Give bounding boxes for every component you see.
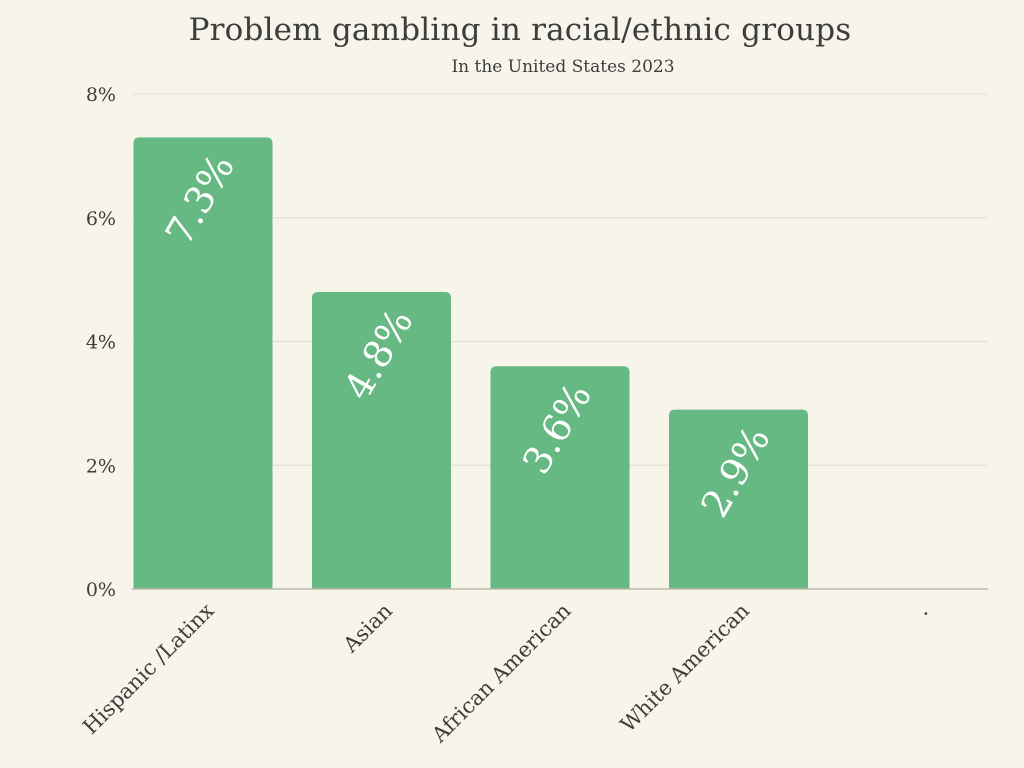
y-tick-label: 0% — [86, 579, 116, 601]
chart-title: Problem gambling in racial/ethnic groups — [188, 12, 852, 48]
y-tick-label: 4% — [86, 332, 116, 354]
x-tick-label: . — [911, 599, 933, 621]
y-tick-label: 8% — [86, 84, 116, 106]
bar — [312, 292, 451, 589]
y-tick-label: 6% — [86, 208, 116, 230]
x-tick-label: White American — [616, 599, 754, 737]
chart-subtitle: In the United States 2023 — [451, 57, 675, 77]
x-tick-label: Hispanic /Latinx — [78, 598, 218, 738]
x-tick-label: Asian — [338, 599, 397, 658]
y-tick-label: 2% — [86, 455, 116, 477]
bar — [490, 366, 630, 589]
bar — [669, 409, 808, 589]
bar — [133, 137, 273, 589]
x-tick-label: African American — [426, 599, 575, 748]
